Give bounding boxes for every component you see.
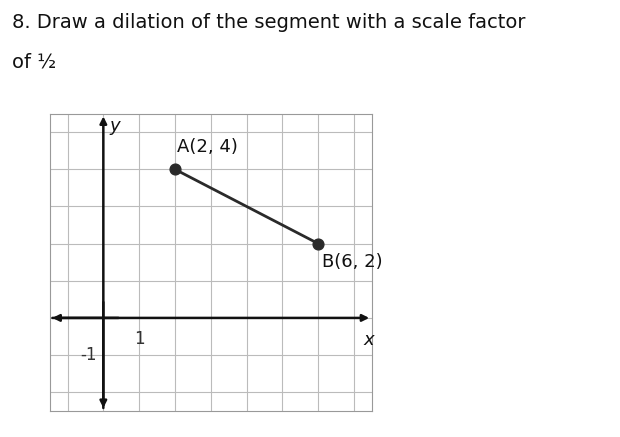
Text: A(2, 4): A(2, 4) <box>177 139 237 156</box>
Text: B(6, 2): B(6, 2) <box>322 253 383 271</box>
Text: y: y <box>110 118 120 135</box>
Text: -1: -1 <box>81 346 97 364</box>
Text: x: x <box>363 331 374 349</box>
Text: 8. Draw a dilation of the segment with a scale factor: 8. Draw a dilation of the segment with a… <box>12 13 526 32</box>
Text: 1: 1 <box>134 330 144 348</box>
Point <box>170 166 180 173</box>
Text: of ½: of ½ <box>12 52 56 71</box>
Point <box>313 240 323 247</box>
